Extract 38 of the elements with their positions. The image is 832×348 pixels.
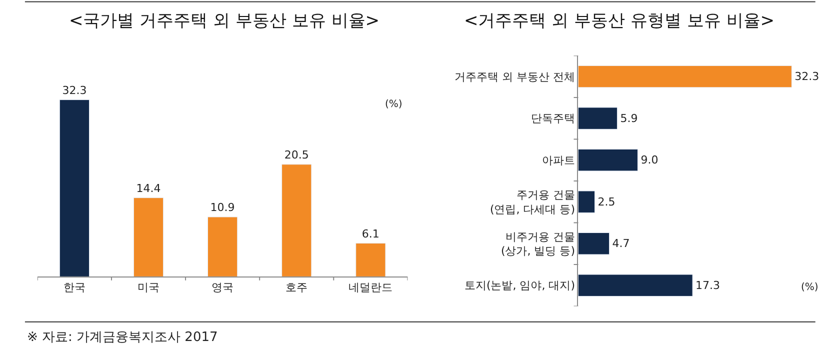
y-tick-label: 아파트 [542, 154, 576, 167]
bar [578, 65, 792, 88]
chart-title: <거주주택 외 부동산 유형별 보유 비율> [464, 11, 775, 31]
bar [208, 216, 238, 277]
y-tick-label: 주거용 건물 (연립, 다세대 등) [490, 188, 576, 216]
data-label: 32.3 [794, 70, 820, 84]
y-tick-label: 비주거용 건물 (상가, 빌딩 등) [500, 230, 576, 258]
x-tick-label: 미국 [138, 280, 160, 294]
bar [578, 148, 638, 172]
bar [578, 190, 596, 213]
x-tick-label: 영국 [212, 280, 234, 294]
bar [133, 198, 164, 277]
x-tick-label: 호주 [286, 280, 308, 294]
data-label: 9.0 [640, 154, 658, 167]
data-label: 6.1 [362, 227, 380, 240]
bar [282, 164, 312, 277]
text: (%) [801, 282, 818, 293]
data-label: 5.9 [620, 112, 638, 125]
bar [578, 232, 610, 255]
bar [578, 107, 618, 130]
bar [59, 100, 90, 277]
bar [356, 243, 386, 277]
x-tick-label: 네덜란드 [348, 280, 393, 294]
data-label: 14.4 [136, 182, 161, 195]
chart-title: <국가별 거주주택 외 부동산 보유 비율> [69, 11, 380, 31]
data-label: 2.5 [598, 195, 616, 208]
x-tick-label: 한국 [63, 280, 86, 294]
annotation: (%) [385, 99, 402, 110]
y-tick-label: 거주주택 외 부동산 전체 [454, 70, 576, 84]
data-label: 4.7 [612, 237, 630, 250]
data-label: 17.3 [696, 278, 720, 292]
data-label: 20.5 [284, 148, 309, 162]
bar [578, 274, 693, 296]
y-tick-label: 토지(논밭, 임야, 대지) [464, 279, 576, 292]
data-label: 32.3 [62, 84, 87, 97]
data-label: 10.9 [210, 200, 235, 214]
text: ※ 자료: 가계금융복지조사 2017 [27, 330, 218, 345]
y-tick-label: 단독주택 [531, 112, 576, 126]
